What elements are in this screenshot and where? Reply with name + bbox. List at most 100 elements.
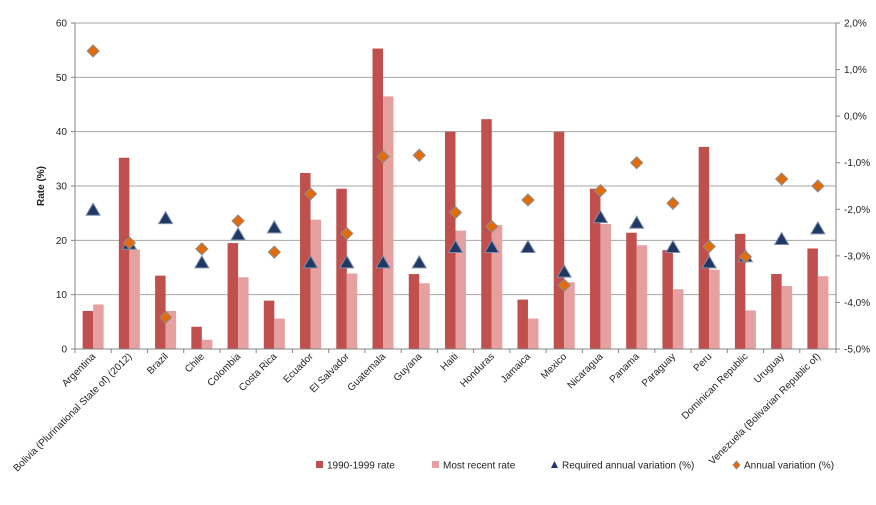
required-variation-marker bbox=[810, 220, 826, 235]
bar-1990-1999 bbox=[589, 188, 601, 349]
y-tick-label: 20 bbox=[56, 236, 68, 247]
bar-most-recent bbox=[129, 249, 140, 349]
required-variation-marker bbox=[375, 254, 391, 269]
required-variation-marker bbox=[628, 215, 645, 229]
bar-1990-1999 bbox=[82, 310, 94, 349]
y-tick-label: 60 bbox=[56, 19, 68, 30]
y-tick-label: 10 bbox=[56, 290, 68, 301]
annual-variation-marker bbox=[267, 245, 282, 259]
bar-most-recent bbox=[346, 273, 358, 349]
required-variation-marker bbox=[520, 239, 536, 253]
bar-1990-1999 bbox=[155, 275, 166, 349]
category-label: Panama bbox=[608, 351, 642, 385]
annual-variation-marker bbox=[231, 214, 245, 228]
annual-variation-marker bbox=[158, 310, 173, 325]
bar-1990-1999 bbox=[191, 326, 202, 349]
bar-most-recent bbox=[564, 282, 575, 349]
bar-1990-1999 bbox=[300, 172, 311, 349]
category-label: Argentina bbox=[60, 351, 98, 389]
required-variation-marker bbox=[157, 210, 174, 225]
category-label: Chile bbox=[183, 351, 207, 375]
category-label: Paraguay bbox=[640, 351, 678, 389]
bar-most-recent bbox=[491, 225, 503, 349]
legend-label: Most recent rate bbox=[443, 461, 516, 472]
bar-1990-1999 bbox=[118, 157, 130, 349]
required-variation-marker bbox=[266, 219, 283, 234]
category-label: Guyana bbox=[392, 351, 425, 384]
y2-tick-label: 0,0% bbox=[844, 112, 867, 123]
y-tick-label: 40 bbox=[56, 127, 68, 138]
annual-variation-marker bbox=[774, 172, 789, 186]
y-tick-label: 30 bbox=[56, 182, 68, 193]
y2-tick-label: 2,0% bbox=[844, 19, 867, 30]
bar-1990-1999 bbox=[408, 274, 420, 349]
required-variation-marker bbox=[411, 254, 428, 269]
y-tick-label: 50 bbox=[56, 73, 68, 84]
bar-most-recent bbox=[93, 304, 104, 349]
annual-variation-marker bbox=[593, 183, 608, 198]
bar-most-recent bbox=[238, 277, 249, 349]
bar-1990-1999 bbox=[263, 300, 275, 349]
required-variation-marker bbox=[701, 254, 718, 269]
y2-tick-label: -4,0% bbox=[844, 298, 870, 309]
legend-label: Required annual variation (%) bbox=[562, 461, 694, 472]
category-label: Haiti bbox=[439, 351, 461, 373]
annual-variation-marker bbox=[738, 250, 753, 264]
y-axis-title: Rate (%) bbox=[36, 166, 47, 206]
bar-1990-1999 bbox=[771, 274, 782, 349]
annual-variation-marker bbox=[195, 242, 209, 256]
annual-variation-marker bbox=[86, 44, 100, 58]
category-label: Brazil bbox=[145, 351, 170, 376]
category-label: Ecuador bbox=[282, 351, 317, 386]
bar-1990-1999 bbox=[553, 131, 565, 349]
annual-variation-marker bbox=[666, 196, 680, 210]
y2-tick-label: -2,0% bbox=[844, 205, 870, 216]
category-label: Dominican Republic bbox=[680, 351, 751, 422]
legend-label: Annual variation (%) bbox=[744, 461, 834, 472]
category-label: Uruguay bbox=[752, 351, 787, 386]
bar-1990-1999 bbox=[227, 243, 239, 349]
y2-tick-label: -1,0% bbox=[844, 158, 870, 169]
category-label: Guatemala bbox=[346, 351, 389, 394]
annual-variation-marker bbox=[811, 179, 825, 193]
bar-most-recent bbox=[165, 310, 177, 349]
required-variation-marker bbox=[483, 239, 500, 253]
bar-most-recent bbox=[419, 283, 430, 349]
required-variation-marker bbox=[193, 254, 210, 269]
bars bbox=[82, 48, 829, 349]
bar-most-recent bbox=[709, 269, 720, 349]
required-variation-marker bbox=[773, 231, 790, 246]
annual-variation-marker bbox=[521, 193, 535, 207]
annual-variation-marker bbox=[303, 187, 318, 201]
bar-most-recent bbox=[781, 285, 793, 349]
annual-variation-marker bbox=[412, 148, 426, 162]
bar-1990-1999 bbox=[662, 250, 673, 349]
annual-variation-marker bbox=[340, 226, 354, 241]
y2-tick-label: -3,0% bbox=[844, 251, 870, 262]
bar-1990-1999 bbox=[372, 48, 384, 349]
category-label: El Salvador bbox=[308, 351, 352, 395]
bar-most-recent bbox=[527, 318, 539, 349]
category-label: Peru bbox=[692, 351, 715, 374]
axes bbox=[71, 22, 840, 353]
bar-most-recent bbox=[817, 276, 829, 349]
bar-1990-1999 bbox=[336, 188, 347, 349]
category-label: Colombia bbox=[206, 351, 244, 389]
required-variation-marker bbox=[338, 254, 355, 269]
bar-most-recent bbox=[745, 310, 756, 349]
required-variation-marker bbox=[85, 202, 101, 216]
bar-1990-1999 bbox=[445, 131, 456, 349]
annual-variation-marker bbox=[702, 239, 716, 254]
category-label: Mexico bbox=[539, 351, 569, 381]
y2-tick-label: -5,0% bbox=[844, 345, 870, 356]
required-variation-marker bbox=[302, 254, 319, 269]
bar-most-recent bbox=[455, 230, 466, 349]
left-axis-ticks: 0 10 20 30 40 50 60 bbox=[56, 19, 68, 356]
bar-most-recent bbox=[672, 289, 684, 349]
category-label: Costa Rica bbox=[237, 351, 280, 394]
category-label: Jamaica bbox=[499, 351, 533, 385]
bar-1990-1999 bbox=[626, 232, 637, 349]
right-axis-ticks: -5,0% -4,0% -3,0% -2,0% -1,0% 0,0% 1,0% 2,0% bbox=[844, 19, 870, 356]
bar-1990-1999 bbox=[734, 233, 746, 349]
